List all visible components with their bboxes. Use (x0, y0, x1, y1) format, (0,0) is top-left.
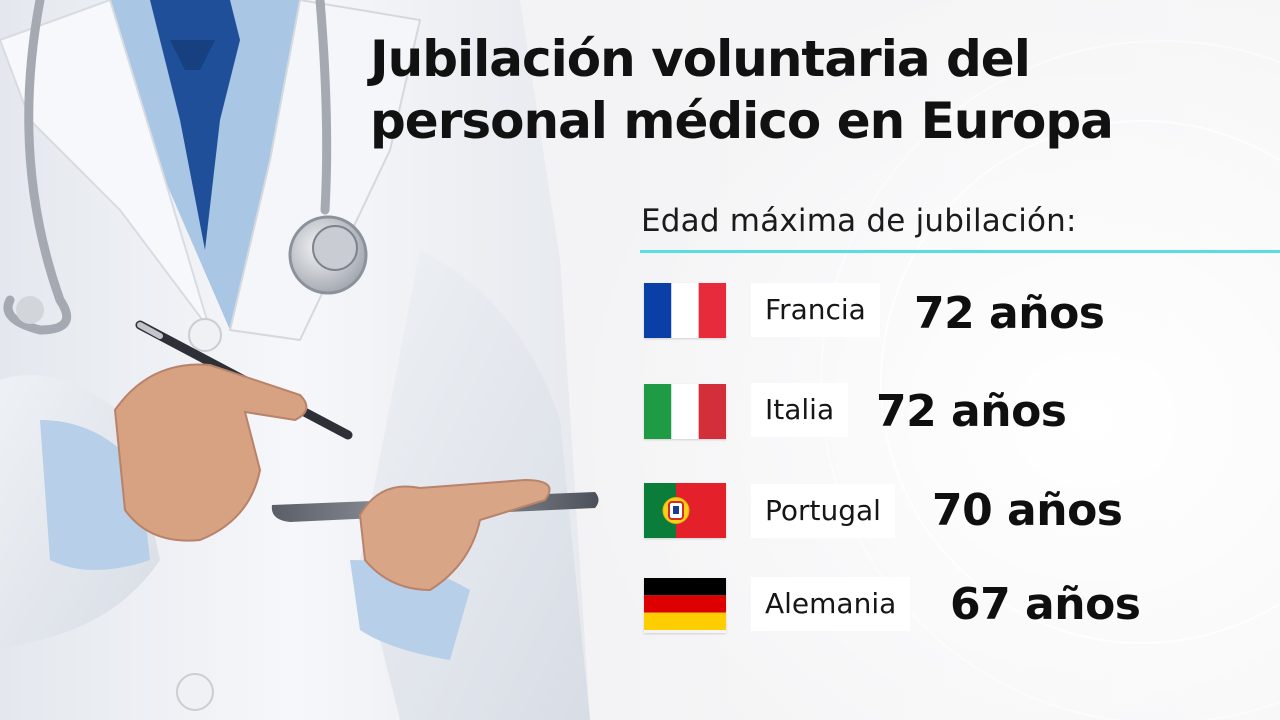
tie (150, 0, 240, 250)
retirement-age: 67 años (950, 579, 1141, 630)
subtitle: Edad máxima de jubilación: (641, 203, 1077, 239)
accent-divider (640, 250, 1280, 253)
page-title: Jubilación voluntaria del personal médic… (370, 30, 1114, 150)
doctor-photo (0, 0, 599, 720)
retirement-age: 70 años (932, 485, 1123, 536)
country-label: Portugal (751, 484, 895, 538)
retirement-age: 72 años (876, 386, 1067, 437)
country-label: Italia (751, 383, 849, 437)
country-label: Alemania (751, 577, 911, 631)
country-label: Francia (751, 283, 880, 337)
coat-button (188, 318, 222, 352)
hand (358, 478, 551, 592)
flag-portugal-icon (644, 483, 726, 538)
coat-button (176, 673, 214, 711)
flag-italy-icon (644, 384, 726, 439)
flag-france-icon (644, 283, 726, 338)
stethoscope (3, 0, 72, 335)
retirement-age: 72 años (914, 288, 1105, 339)
flag-germany-icon (644, 578, 726, 633)
hand (113, 363, 308, 542)
